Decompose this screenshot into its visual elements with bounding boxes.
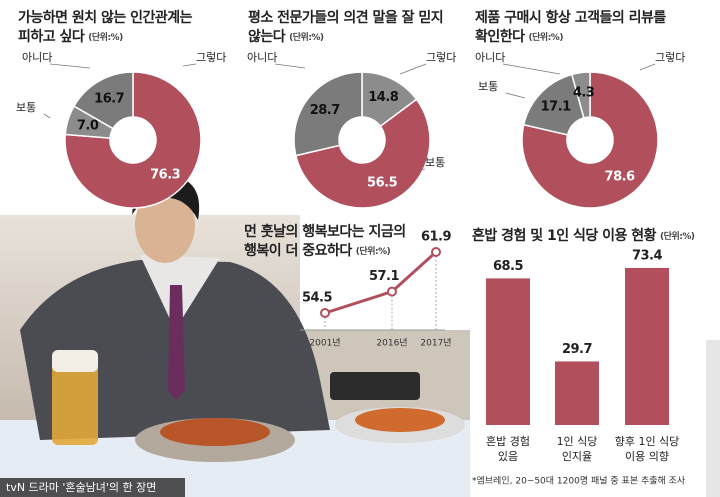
- unit: (단위:%): [529, 31, 564, 43]
- donut-slice: [73, 71, 134, 130]
- x-tick-label: 2016년: [376, 338, 407, 349]
- value-label: 14.8: [368, 90, 399, 105]
- value-label: 54.5: [302, 291, 333, 306]
- x-tick-label: 2017년: [420, 338, 451, 349]
- value-label: 78.6: [605, 170, 636, 185]
- donut-slice: [293, 71, 363, 157]
- category-label: 아니다: [247, 51, 277, 64]
- value-label: 16.7: [94, 91, 125, 106]
- unit: (단위:%): [88, 31, 123, 43]
- leader-line: [505, 92, 526, 99]
- donut-slice: [64, 71, 202, 209]
- category-label: 보통: [16, 101, 36, 114]
- bar: [486, 278, 530, 425]
- category-label: 그렇다: [655, 51, 685, 64]
- value-label: 28.7: [310, 103, 341, 118]
- value-label: 57.1: [369, 269, 400, 284]
- value-label: 61.9: [421, 230, 452, 245]
- title-line: 평소 전문가들의 의견 말을 잘 믿지: [248, 9, 443, 26]
- title-line: 않는다: [248, 28, 286, 45]
- title-line: 행복이 더 중요하다: [244, 242, 352, 259]
- donut-slice: [294, 98, 431, 209]
- title-line: 제품 구매시 항상 고객들의 리뷰를: [475, 9, 666, 26]
- unit: (단위:%): [660, 230, 695, 242]
- x-tick-label: 2001년: [309, 338, 340, 349]
- bar: [625, 267, 669, 425]
- point: [387, 286, 397, 297]
- donut-slice: [521, 71, 659, 209]
- leader-line: [502, 63, 561, 75]
- source: *엠브레인, 20~50대 1200명 패널 중 표본 추출해 조사: [472, 475, 686, 487]
- leader-line: [182, 63, 197, 67]
- label-line: 있음: [498, 450, 518, 463]
- category-label: 보통: [425, 156, 445, 169]
- value-label: 68.5: [493, 259, 524, 274]
- value-label: 4.3: [573, 85, 595, 100]
- value-label: 17.1: [541, 100, 572, 115]
- label-line: 이용 의향: [625, 450, 669, 463]
- title-line: 혼밥 경험 및 1인 식당 이용 현황: [472, 227, 657, 244]
- label-line: 1인 식당: [557, 435, 598, 448]
- title-line: 피하고 싶다: [18, 28, 85, 45]
- category-label: 보통: [478, 80, 498, 93]
- scrollbar: [706, 340, 720, 497]
- category-label: 그렇다: [426, 51, 456, 64]
- point: [431, 247, 441, 257]
- chart-title: 혼밥 경험 및 1인 식당 이용 현황 (단위:%): [472, 227, 695, 244]
- unit: (단위:%): [289, 31, 324, 43]
- leader-line: [419, 168, 426, 171]
- unit: (단위:%): [356, 245, 391, 257]
- label-line: 혼밥 경험: [486, 435, 530, 448]
- donut-slice: [570, 71, 591, 119]
- value-label: 56.5: [367, 176, 398, 191]
- label-line: 인지율: [562, 450, 592, 463]
- leader-line: [274, 63, 306, 69]
- point: [320, 308, 330, 318]
- value-label: 76.3: [150, 167, 181, 182]
- category-label: 그렇다: [196, 51, 226, 64]
- caption: tvN 드라마 '혼술남녀'의 한 장면: [6, 481, 156, 494]
- value-label: 29.7: [562, 342, 593, 357]
- value-label: 7.0: [77, 118, 99, 133]
- leader-line: [49, 63, 91, 69]
- title-line: 가능하면 원치 않는 인간관계는: [18, 9, 193, 26]
- caption-box: [0, 478, 185, 497]
- title-line: 확인한다: [475, 28, 525, 45]
- leader-line: [43, 113, 51, 119]
- title-line: 먼 훗날의 행복보다는 지금의: [244, 223, 406, 240]
- bar: [555, 361, 599, 425]
- label-line: 향후 1인 식당: [615, 435, 680, 448]
- value-label: 73.4: [632, 248, 663, 263]
- leader-line: [399, 63, 427, 75]
- category-label: 아니다: [475, 51, 505, 64]
- category-label: 아니다: [22, 51, 52, 64]
- photo: [0, 174, 470, 497]
- leader-line: [639, 63, 656, 71]
